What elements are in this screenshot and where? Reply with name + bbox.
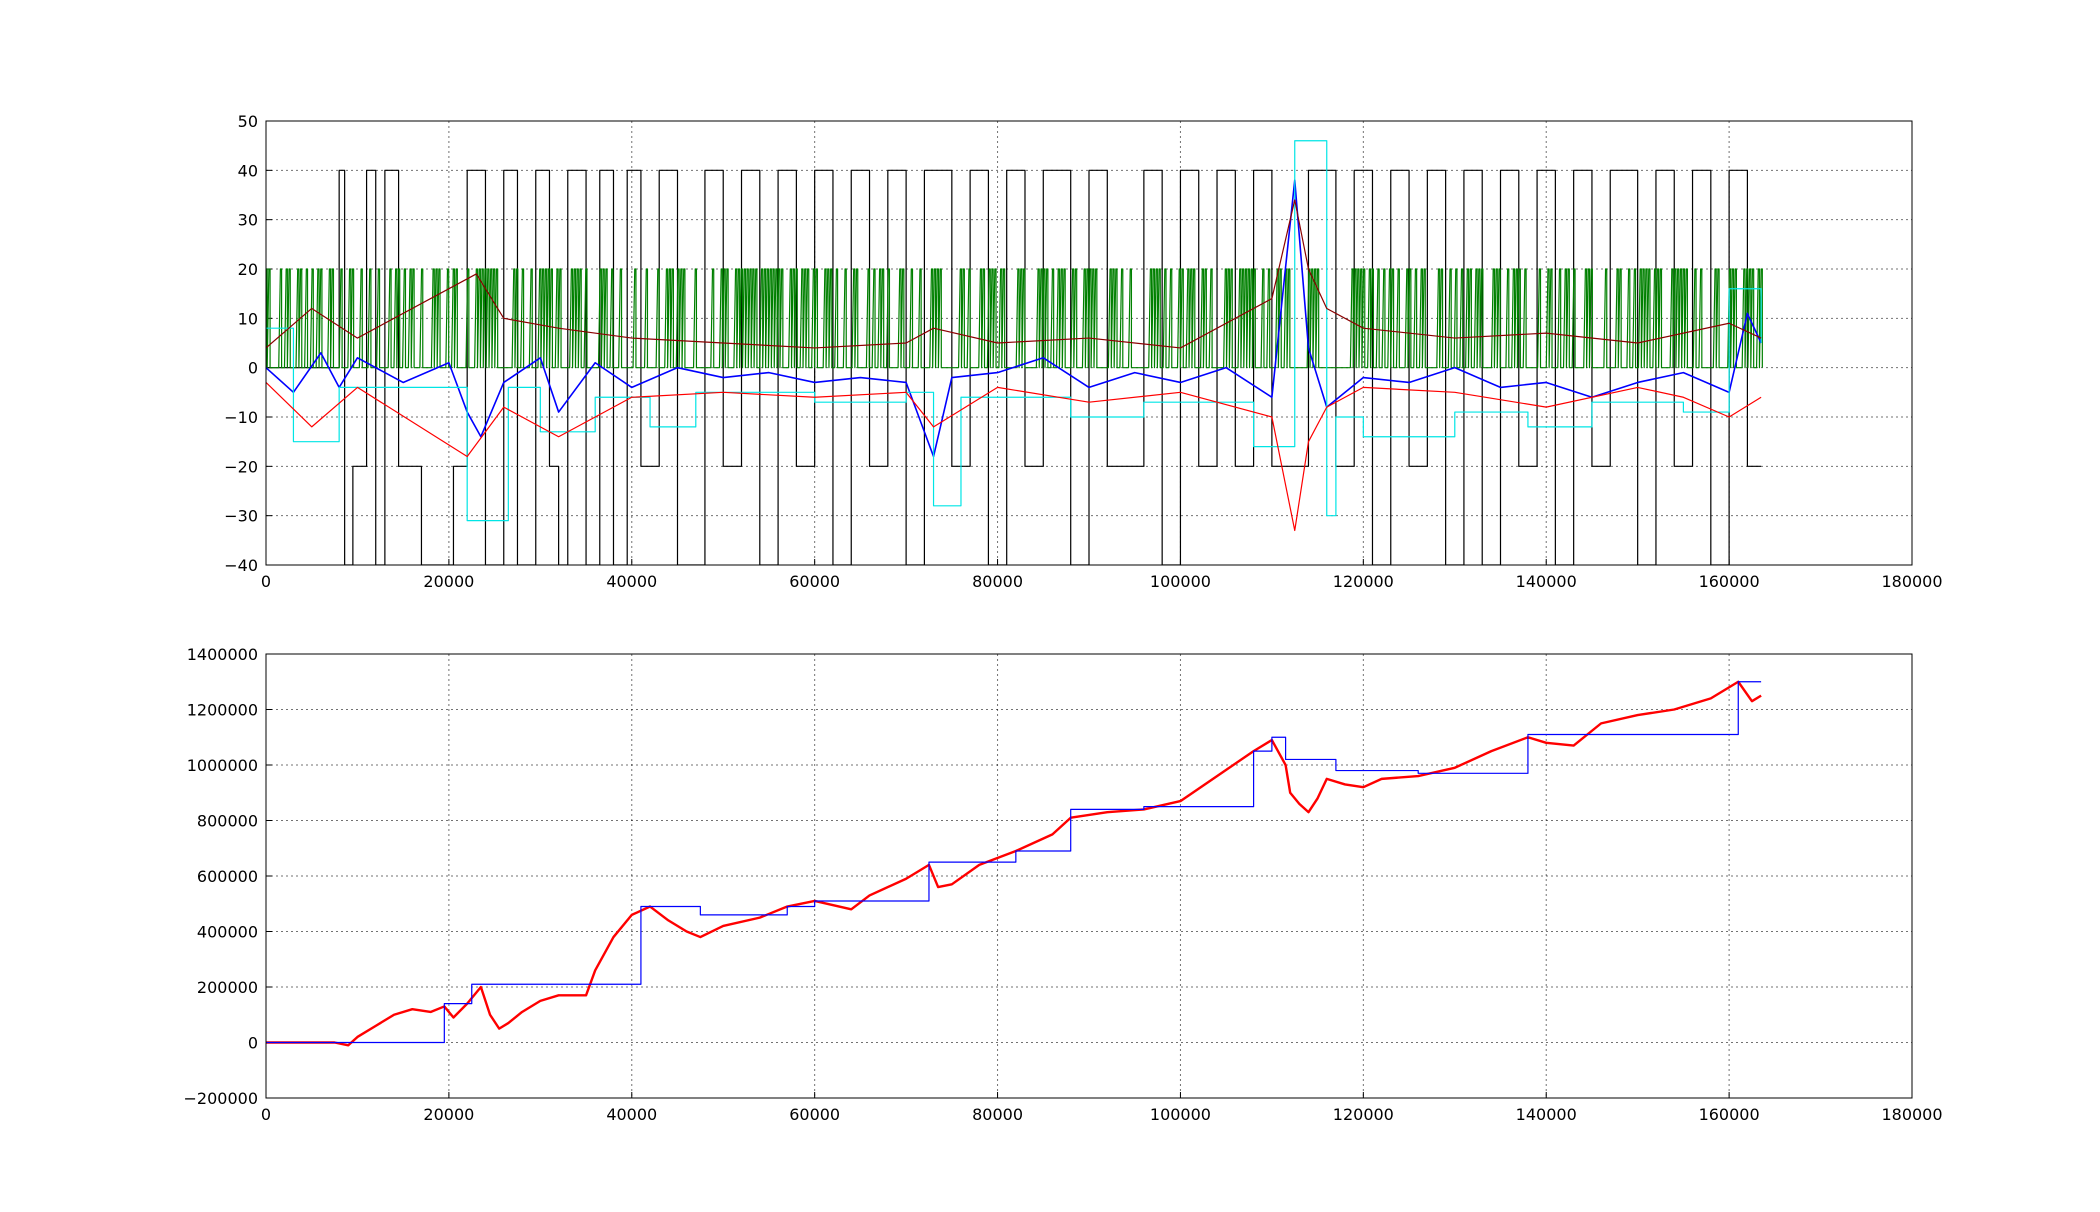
series-line-peak — [266, 681, 1762, 1044]
y-tick-label: 0 — [248, 359, 258, 378]
x-tick-label: 120000 — [1333, 572, 1394, 591]
x-tick-label: 40000 — [606, 572, 657, 591]
y-tick-label: 800000 — [197, 812, 258, 831]
series-line-envelope — [266, 382, 1762, 532]
x-tick-label: 160000 — [1699, 1105, 1760, 1124]
series-line-band — [266, 140, 1762, 522]
x-tick-label: 120000 — [1333, 1105, 1394, 1124]
series-line-equity — [266, 680, 1762, 1047]
y-tick-label: 40 — [238, 161, 258, 180]
axes-frame — [265, 120, 1913, 566]
y-tick-label: 1400000 — [187, 645, 258, 664]
y-tick-label: −40 — [224, 556, 258, 575]
y-tick-label: −200000 — [184, 1089, 258, 1108]
x-tick-label: 20000 — [423, 572, 474, 591]
y-tick-label: 0 — [248, 1034, 258, 1053]
x-tick-label: 60000 — [789, 1105, 840, 1124]
x-tick-label: 0 — [261, 1105, 271, 1124]
y-tick-label: 20 — [238, 260, 258, 279]
x-tick-label: 80000 — [972, 1105, 1023, 1124]
x-tick-label: 160000 — [1699, 572, 1760, 591]
y-tick-label: 1000000 — [187, 756, 258, 775]
y-tick-label: 30 — [238, 211, 258, 230]
x-tick-label: 180000 — [1881, 1105, 1942, 1124]
top-chart: 0 20000 40000 60000 80000 100000 120000 140000 1… — [224, 112, 1942, 591]
y-tick-label: 600000 — [197, 867, 258, 886]
x-tick-label: 40000 — [606, 1105, 657, 1124]
axes-frame — [265, 653, 1913, 1099]
bottom-chart: 0 20000 40000 60000 80000 100000 120000 140000 1… — [184, 645, 1943, 1124]
x-tick-label: 100000 — [1150, 572, 1211, 591]
x-tick-label: 100000 — [1150, 1105, 1211, 1124]
x-tick-label: 0 — [261, 572, 271, 591]
y-tick-label: −30 — [224, 507, 258, 526]
y-tick-label: 400000 — [197, 923, 258, 942]
y-tick-label: 200000 — [197, 978, 258, 997]
x-tick-label: 140000 — [1516, 572, 1577, 591]
y-tick-label: −20 — [224, 457, 258, 476]
y-tick-label: 1200000 — [187, 701, 258, 720]
x-tick-label: 60000 — [789, 572, 840, 591]
y-tick-label: 10 — [238, 309, 258, 328]
x-tick-label: 140000 — [1516, 1105, 1577, 1124]
y-tick-label: 50 — [238, 112, 258, 131]
series-line-position — [266, 169, 1762, 565]
x-tick-label: 80000 — [972, 572, 1023, 591]
x-tick-label: 180000 — [1881, 572, 1942, 591]
series-line-slow_envelope — [266, 199, 1762, 349]
y-tick-label: −10 — [224, 408, 258, 427]
x-tick-label: 20000 — [423, 1105, 474, 1124]
